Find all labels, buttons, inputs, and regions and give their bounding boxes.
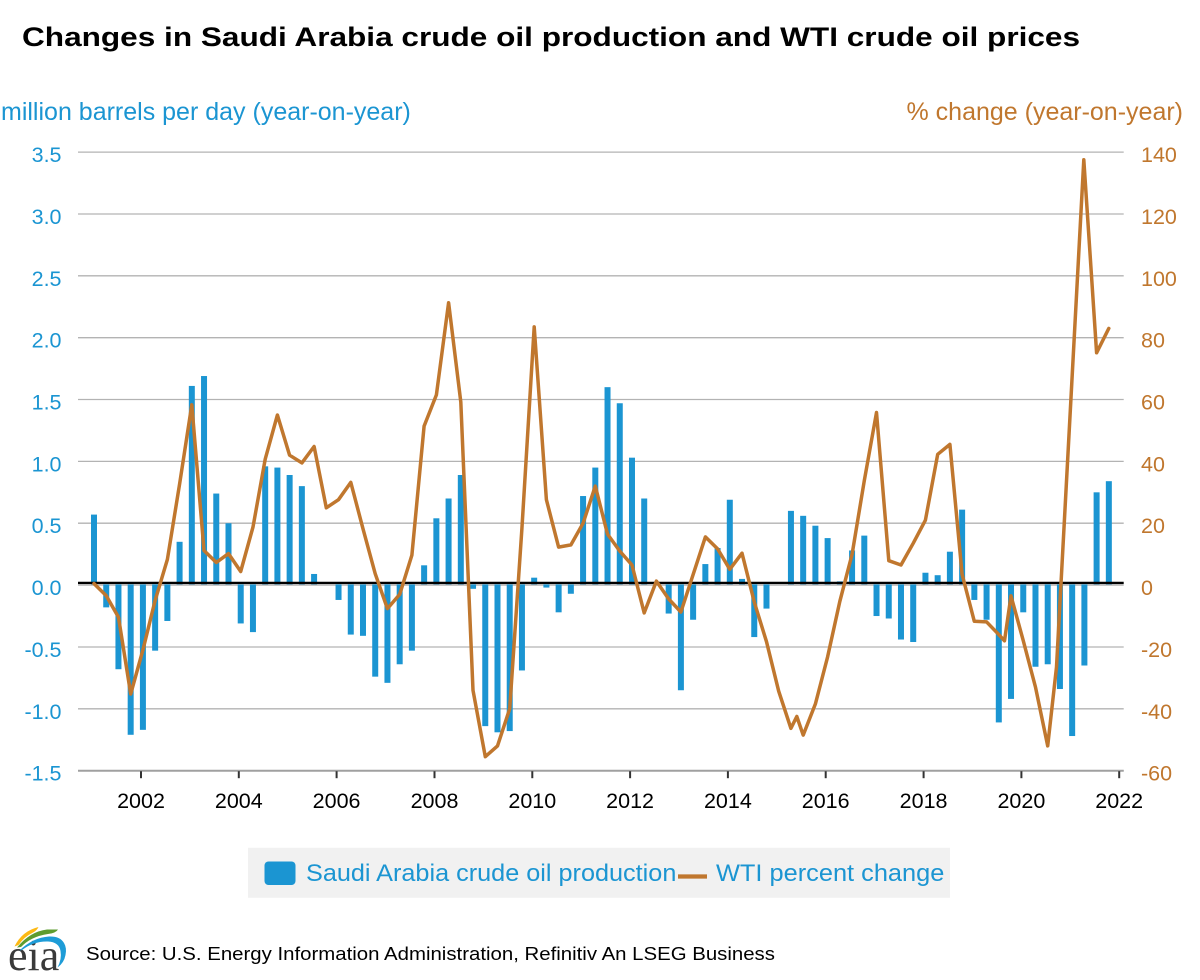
svg-text:-20: -20 <box>1141 638 1172 662</box>
svg-text:2018: 2018 <box>900 789 948 813</box>
svg-text:2004: 2004 <box>215 789 263 813</box>
svg-text:140: 140 <box>1141 143 1177 167</box>
svg-text:3.0: 3.0 <box>32 205 62 229</box>
svg-text:0.0: 0.0 <box>32 576 62 600</box>
svg-text:0: 0 <box>1141 576 1153 600</box>
svg-text:20: 20 <box>1141 514 1165 538</box>
svg-text:-1.0: -1.0 <box>24 700 61 724</box>
svg-text:3.5: 3.5 <box>32 143 62 167</box>
svg-text:2008: 2008 <box>411 789 459 813</box>
svg-text:2012: 2012 <box>606 789 654 813</box>
svg-text:1.5: 1.5 <box>32 391 62 415</box>
svg-text:40: 40 <box>1141 452 1165 476</box>
svg-text:80: 80 <box>1141 329 1165 353</box>
svg-text:0.5: 0.5 <box>32 514 62 538</box>
svg-text:-60: -60 <box>1141 762 1172 786</box>
svg-text:-0.5: -0.5 <box>24 638 61 662</box>
svg-text:2010: 2010 <box>508 789 556 813</box>
svg-text:-1.5: -1.5 <box>24 762 61 786</box>
svg-text:2022: 2022 <box>1095 789 1143 813</box>
svg-text:2020: 2020 <box>997 789 1045 813</box>
svg-text:2014: 2014 <box>704 789 752 813</box>
svg-text:60: 60 <box>1141 391 1165 415</box>
svg-text:1.0: 1.0 <box>32 452 62 476</box>
svg-text:100: 100 <box>1141 267 1177 291</box>
svg-text:-40: -40 <box>1141 700 1172 724</box>
svg-text:2016: 2016 <box>802 789 850 813</box>
svg-text:2.0: 2.0 <box>32 329 62 353</box>
svg-text:2.5: 2.5 <box>32 267 62 291</box>
svg-text:2006: 2006 <box>313 789 361 813</box>
svg-text:2002: 2002 <box>117 789 165 813</box>
svg-text:120: 120 <box>1141 205 1177 229</box>
